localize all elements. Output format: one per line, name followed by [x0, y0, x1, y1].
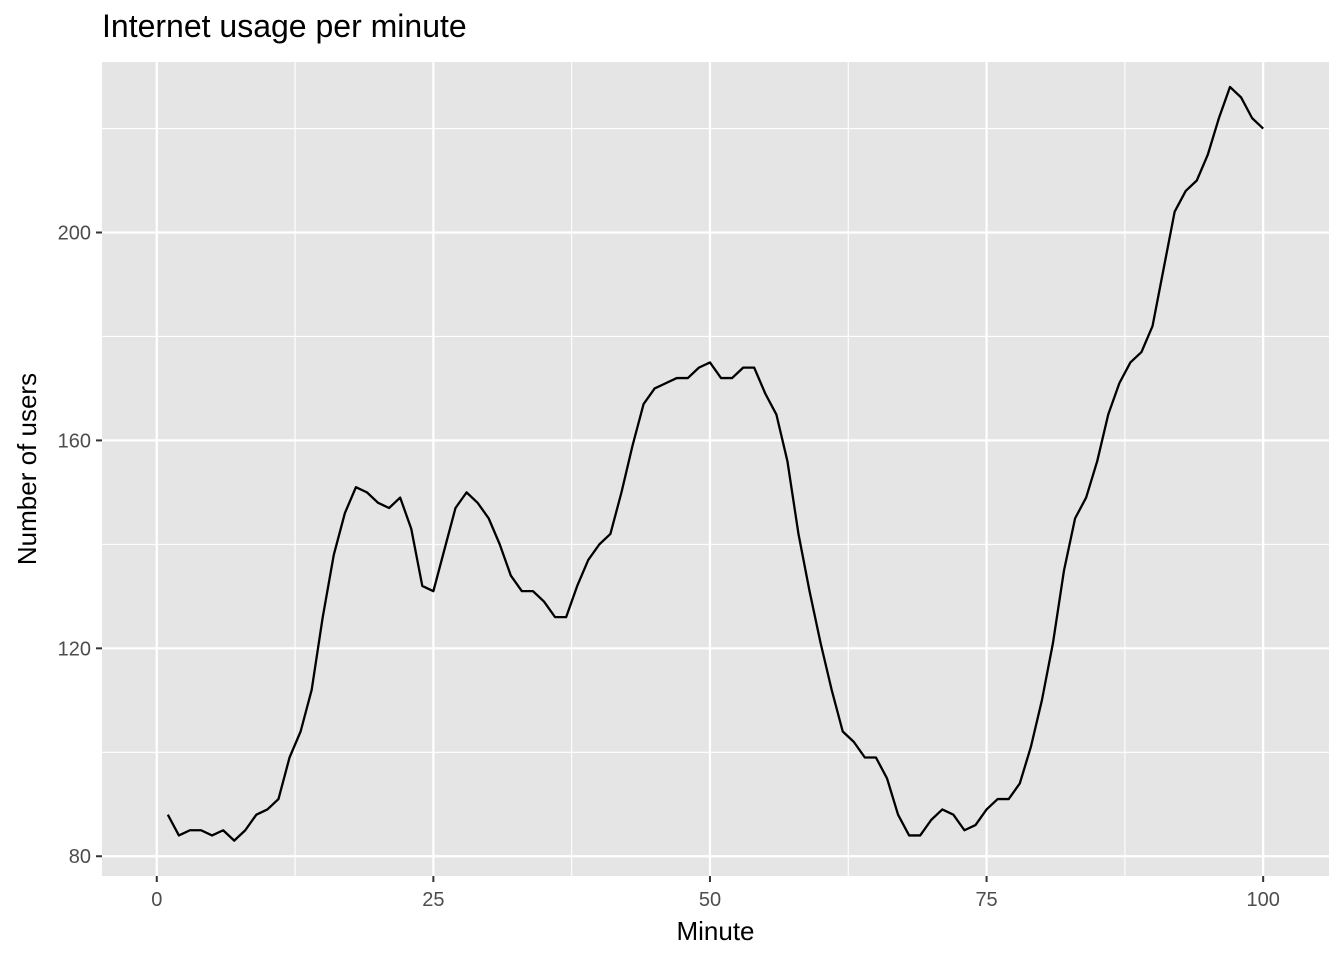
x-axis-title: Minute: [676, 916, 754, 946]
x-tick-label: 0: [151, 889, 162, 911]
x-tick-label: 50: [699, 889, 721, 911]
series-line: [166, 85, 1264, 842]
y-tick-label: 80: [69, 846, 91, 868]
x-tick-label: 100: [1246, 889, 1279, 911]
chart-title: Internet usage per minute: [102, 8, 467, 44]
y-tick-label: 200: [58, 222, 91, 244]
y-axis-title: Number of users: [12, 373, 42, 565]
x-tick-label: 25: [422, 889, 444, 911]
y-tick-label: 120: [58, 638, 91, 660]
y-tick-label: 160: [58, 430, 91, 452]
plot-panel: [102, 62, 1329, 876]
x-tick-label: 75: [975, 889, 997, 911]
